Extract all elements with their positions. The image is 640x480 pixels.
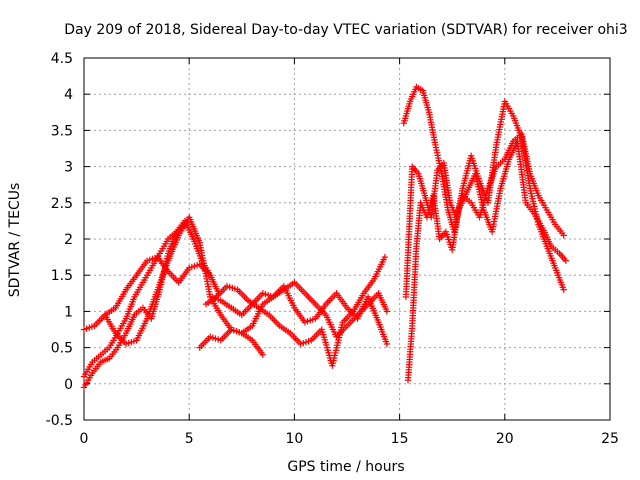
data-point-track-9 [560,232,567,239]
x-tick-label: 25 [601,431,619,447]
y-tick-label: 1.5 [51,268,73,284]
data-point-track-2 [207,272,214,279]
data-point-track-6 [381,253,389,261]
y-tick-label: 1 [64,304,73,320]
y-tick-label: 4.5 [51,51,73,67]
tick-layer: 0 5 10 15 20 25 -0.5 0 0.5 1 1.5 2 2.5 3 3.5 4 4.5 [46,51,619,447]
y-tick-label: 2 [64,232,73,248]
grid-layer [84,58,610,420]
data-point-track-8 [560,286,567,293]
x-tick-label: 5 [185,431,194,447]
x-tick-label: 20 [496,431,514,447]
y-axis-label: SDTVAR / TECUs [7,183,23,298]
x-tick-label: 10 [285,431,303,447]
x-tick-label: 15 [391,431,409,447]
data-point-track-7 [383,340,391,348]
x-tick-label: 0 [80,431,89,447]
data-point-track-5 [383,308,391,315]
x-axis-label: GPS time / hours [287,459,404,475]
y-tick-label: 0.5 [51,341,73,357]
data-point-track-10 [562,257,570,264]
y-tick-label: -0.5 [46,413,73,429]
marker-layer [80,83,570,391]
y-tick-label: 4 [64,87,73,103]
plot-frame [83,57,611,421]
data-point-track-4 [259,351,267,359]
chart-title: Day 209 of 2018, Sidereal Day-to-day VTE… [64,22,627,38]
y-tick-label: 2.5 [51,196,73,212]
y-tick-label: 3.5 [51,123,73,139]
y-tick-label: 3 [64,160,73,176]
y-tick-label: 0 [64,377,73,393]
